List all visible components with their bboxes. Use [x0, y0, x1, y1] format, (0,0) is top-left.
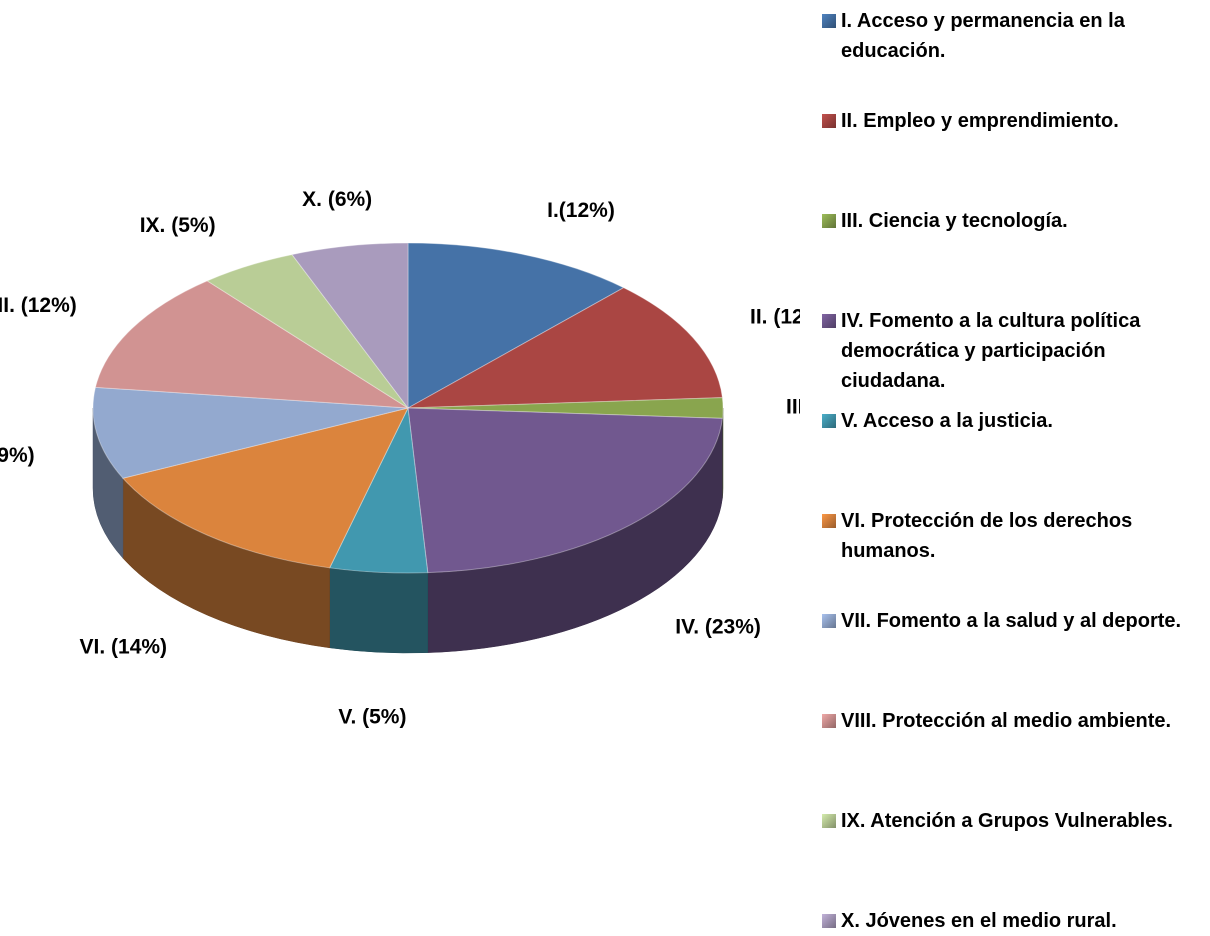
legend-swatch: [822, 614, 836, 628]
slice: [407, 397, 724, 419]
legend-item: VIII. Protección al medio ambiente.: [822, 706, 1202, 736]
legend-item: VII. Fomento a la salud y al deporte.: [822, 606, 1202, 636]
legend-item: III. Ciencia y tecnología.: [822, 206, 1202, 236]
data-label: X. (6%): [302, 188, 372, 211]
legend-item: IX. Atención a Grupos Vulnerables.: [822, 806, 1202, 836]
pie-chart: I.(12%) II. (12%) III. (2%) IV. (23%) V. (5%…: [0, 188, 800, 728]
legend-item: VI. Protección de los derechos humanos.: [822, 506, 1202, 566]
legend-swatch: [822, 314, 836, 328]
legend-swatch: [822, 514, 836, 528]
legend-label: IX. Atención a Grupos Vulnerables.: [841, 810, 1173, 832]
legend-swatch: [822, 714, 836, 728]
legend-swatch: [822, 814, 836, 828]
slice: [94, 280, 409, 409]
legend-item: IV. Fomento a la cultura política democr…: [822, 306, 1202, 396]
legend-item: I. Acceso y permanencia en la educación.: [822, 6, 1202, 66]
legend-swatch: [822, 114, 836, 128]
slice: [291, 242, 409, 410]
legend-label: VII. Fomento a la salud y al deporte.: [841, 610, 1182, 632]
legend-label: VI. Protección de los derechos humanos.: [841, 510, 1133, 562]
slice: [407, 287, 723, 409]
legend-item: II. Empleo y emprendimiento.: [822, 106, 1202, 136]
legend-label: II. Empleo y emprendimiento.: [841, 110, 1119, 132]
data-label: VI. (14%): [80, 635, 168, 658]
slice: [92, 386, 409, 479]
legend-label: X. Jóvenes en el medio rural.: [841, 910, 1117, 932]
legend-item: X. Jóvenes en el medio rural.: [822, 906, 1202, 936]
legend-label: III. Ciencia y tecnología.: [841, 210, 1068, 232]
data-label: II. (12%): [750, 306, 800, 329]
legend-label: VIII. Protección al medio ambiente.: [841, 710, 1172, 732]
legend-swatch: [822, 414, 836, 428]
slice-side: [329, 567, 429, 654]
slice: [122, 407, 409, 569]
legend-label: V. Acceso a la justicia.: [841, 410, 1053, 432]
legend-swatch: [822, 914, 836, 928]
slice: [206, 254, 409, 409]
data-label: VII. (9%): [0, 444, 35, 467]
data-label: IX. (5%): [140, 214, 216, 237]
data-label: I.(12%): [547, 199, 615, 222]
slice: [328, 406, 429, 574]
legend-swatch: [822, 214, 836, 228]
legend-swatch: [822, 14, 836, 28]
data-label: III. (2%): [786, 396, 800, 419]
slice: [407, 242, 625, 409]
legend-label: I. Acceso y permanencia en la educación.: [841, 10, 1125, 62]
legend-label: IV. Fomento a la cultura política democr…: [841, 310, 1141, 392]
data-label: IV. (23%): [675, 616, 761, 639]
legend-item: V. Acceso a la justicia.: [822, 406, 1202, 436]
data-label: VIII. (12%): [0, 294, 77, 317]
slice: [407, 407, 723, 574]
data-label: V. (5%): [338, 705, 406, 728]
